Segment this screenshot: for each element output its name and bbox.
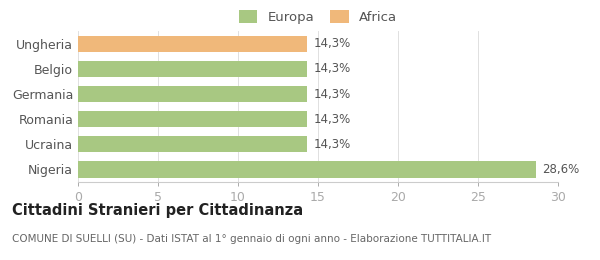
Bar <box>78 36 307 52</box>
Text: Cittadini Stranieri per Cittadinanza: Cittadini Stranieri per Cittadinanza <box>12 203 303 218</box>
Bar <box>78 161 536 178</box>
Bar <box>78 61 307 77</box>
Text: 28,6%: 28,6% <box>542 163 579 176</box>
Text: 14,3%: 14,3% <box>313 37 350 50</box>
Bar <box>78 86 307 102</box>
Text: 14,3%: 14,3% <box>313 88 350 101</box>
Bar <box>78 136 307 152</box>
Bar <box>78 111 307 127</box>
Legend: Europa, Africa: Europa, Africa <box>233 5 403 29</box>
Text: 14,3%: 14,3% <box>313 113 350 126</box>
Text: 14,3%: 14,3% <box>313 62 350 75</box>
Text: COMUNE DI SUELLI (SU) - Dati ISTAT al 1° gennaio di ogni anno - Elaborazione TUT: COMUNE DI SUELLI (SU) - Dati ISTAT al 1°… <box>12 234 491 244</box>
Text: 14,3%: 14,3% <box>313 138 350 151</box>
